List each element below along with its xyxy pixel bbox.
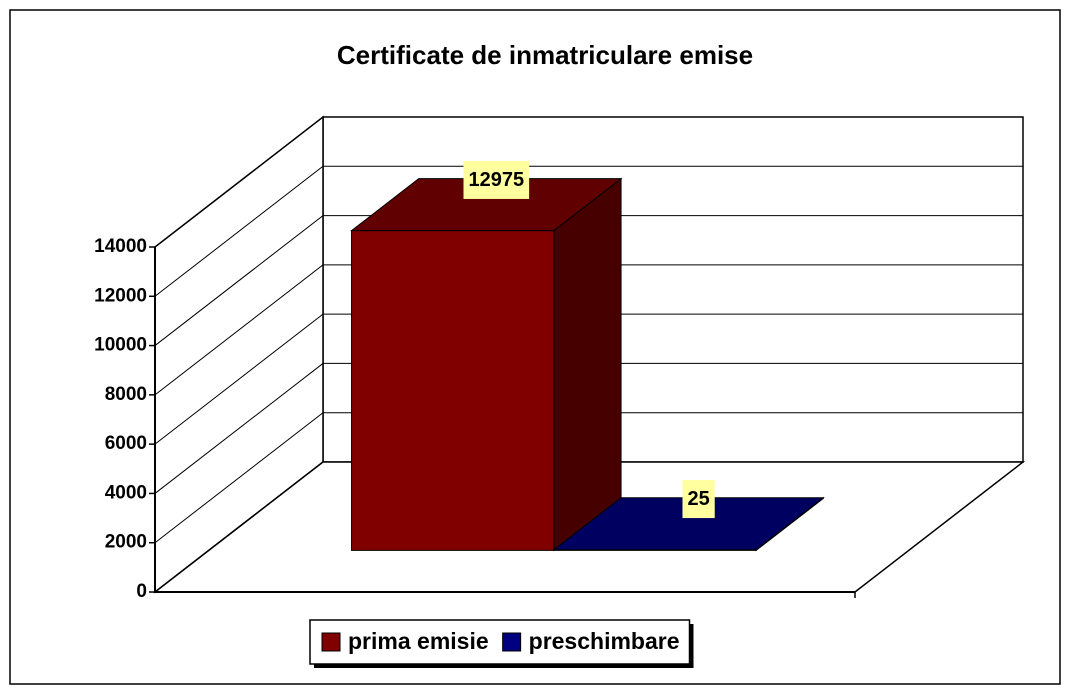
legend-label: prima emisie: [348, 628, 489, 654]
bar-front: [351, 230, 555, 551]
grid-line: [154, 215, 1023, 346]
bar-top: [350, 178, 623, 232]
legend-swatch: [502, 632, 522, 652]
data-label: 25: [687, 488, 709, 510]
grid-line: [154, 313, 1023, 445]
legend-swatch: [321, 632, 341, 652]
plot: 0 2000 4000 6000 8000 10000 12000 14000 12975 25: [94, 115, 1026, 602]
grid-line: [154, 116, 1023, 248]
grid-line: [154, 165, 1023, 297]
data-label-bg: [463, 160, 530, 199]
grid-line: [154, 362, 1023, 494]
data-label: 12975: [468, 169, 524, 191]
y-tick-label: 8000: [105, 384, 147, 405]
y-tick-label: 6000: [105, 433, 147, 454]
y-tick-label: 14000: [94, 236, 147, 257]
legend-box: [309, 619, 691, 665]
y-tick-label: 0: [136, 581, 147, 602]
legend: prima emisie preschimbare: [309, 619, 694, 668]
grid-line: [154, 412, 1023, 544]
data-label-bg: [682, 480, 715, 519]
bar-side: [553, 177, 622, 552]
y-tick-label: 10000: [94, 335, 147, 356]
y-tick-label: 4000: [105, 482, 147, 503]
grid-line: [154, 264, 1023, 396]
legend-label: preschimbare: [529, 628, 680, 654]
grid-line: [154, 461, 1023, 593]
y-tick-label: 12000: [94, 285, 147, 306]
chart-title: Certificate de inmatriculare emise: [337, 40, 753, 70]
y-tick-label: 2000: [105, 532, 147, 553]
bar-top: [552, 497, 825, 551]
